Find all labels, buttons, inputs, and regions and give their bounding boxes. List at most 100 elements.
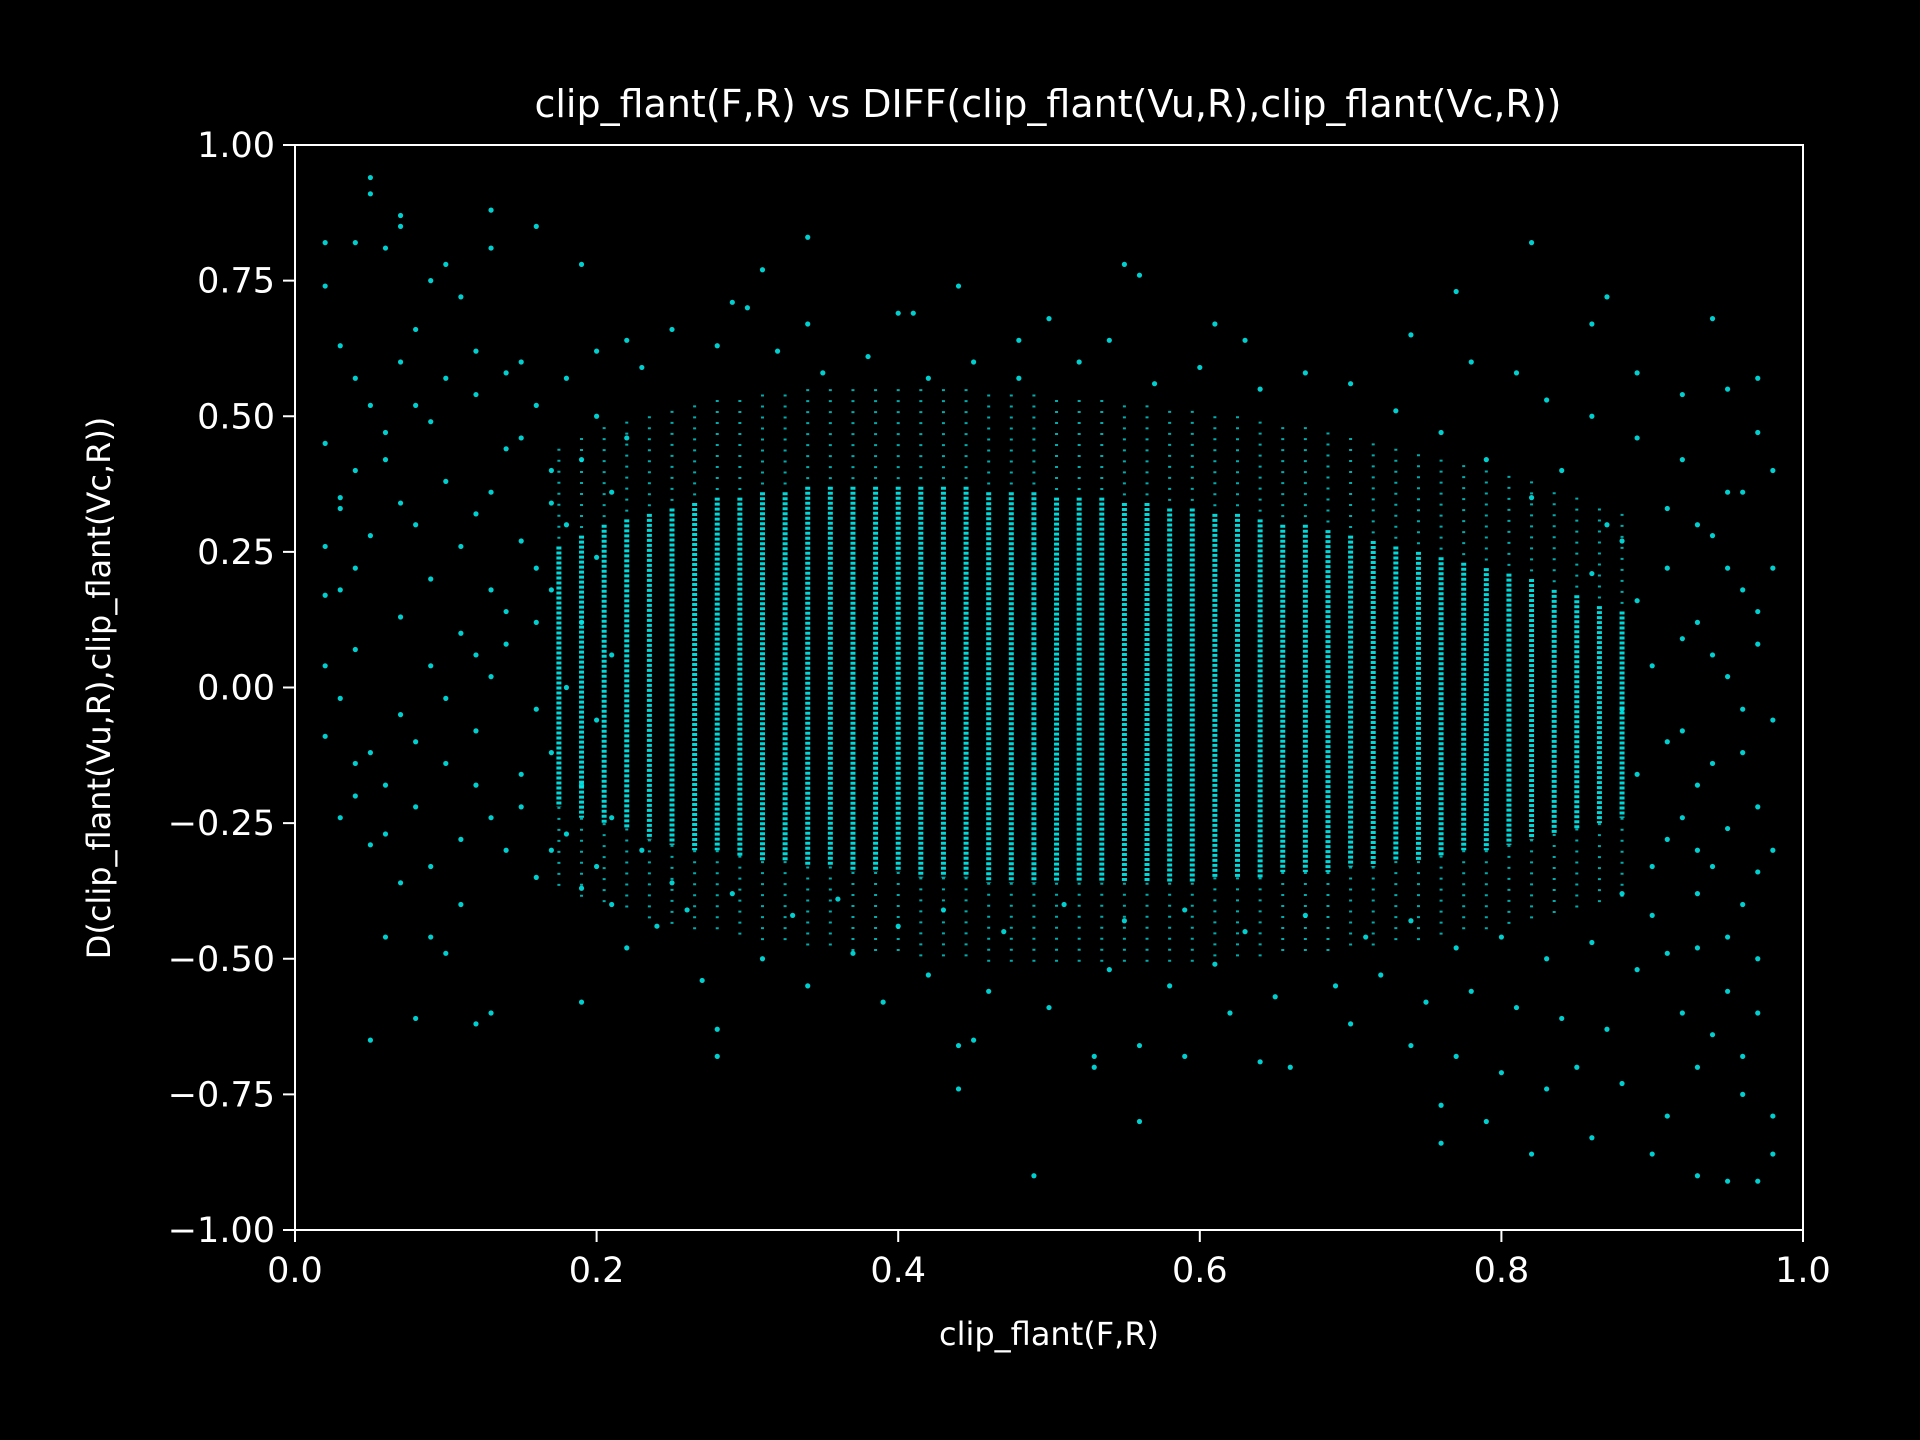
data-point [473,782,479,788]
data-point [413,739,419,745]
data-point [1453,1053,1459,1059]
data-point [428,663,434,669]
data-point [729,891,735,897]
data-point [1770,565,1776,571]
data-point [594,413,600,419]
data-point [1182,1053,1188,1059]
data-point [1046,1004,1052,1011]
data-point [925,972,931,978]
data-point [1453,945,1459,951]
data-point [322,663,328,669]
data-point [986,988,992,994]
data-point [1709,760,1716,767]
x-tick-label: 1.0 [1775,1251,1831,1291]
data-point [1212,961,1218,967]
data-point [971,359,977,365]
data-point [1740,489,1746,495]
data-point [1679,391,1685,398]
data-point [413,1015,419,1022]
data-point [759,956,766,962]
x-tick-label: 0.0 [267,1251,323,1291]
data-point [1393,408,1399,414]
data-point [563,375,570,381]
data-point [458,630,464,636]
data-point [1016,375,1022,381]
data-point [1589,939,1595,946]
data-point [1709,533,1716,539]
data-point [322,240,328,246]
data-point [895,310,901,316]
data-point [1725,674,1731,680]
data-point [578,619,585,626]
x-tick-label: 0.8 [1474,1251,1530,1291]
data-point [1332,983,1339,989]
data-point [1468,988,1474,994]
data-point [473,391,479,398]
data-point [322,440,328,446]
data-point [1348,381,1354,387]
data-point [1694,1064,1701,1070]
data-point [1709,863,1716,870]
data-point [548,587,554,593]
data-point [1408,332,1414,338]
chart-title: clip_flant(F,R) vs DIFF(clip_flant(Vu,R)… [534,82,1561,126]
dense-columns [556,389,1625,970]
data-point [397,614,404,620]
y-tick-label: 0.50 [197,397,275,437]
data-point [548,847,554,853]
data-point [1001,929,1007,935]
data-point [1106,967,1112,973]
data-point [669,326,675,333]
data-point [518,435,524,441]
data-point [714,1053,720,1059]
data-point [820,370,826,376]
data-point [443,375,449,381]
data-point [1121,261,1127,267]
data-point [337,587,343,593]
data-point [805,321,811,327]
data-point [1634,598,1640,604]
data-point [1755,641,1761,647]
data-point [1544,956,1550,962]
data-point [488,207,494,213]
data-point [1302,912,1308,918]
data-point [1513,1004,1520,1011]
data-point [1649,1151,1655,1157]
data-point [563,684,570,691]
data-point [1740,1053,1746,1059]
data-point [1740,901,1746,908]
data-point [1725,386,1731,392]
y-tick-label: −0.25 [168,804,275,844]
data-point [352,467,358,474]
data-point [413,804,419,810]
data-point [1257,386,1263,392]
data-point [382,457,389,463]
data-point [397,500,404,506]
data-point [1498,934,1504,940]
data-point [654,923,660,929]
data-point [1740,750,1746,756]
data-point [1559,1015,1565,1022]
data-point [367,402,373,408]
data-point [1755,869,1761,875]
y-tick-label: 0.75 [197,262,275,302]
data-point [639,847,645,853]
data-point [744,305,751,311]
data-point [1694,522,1701,528]
data-point [533,874,539,880]
data-point [1755,956,1761,962]
data-point [533,223,539,229]
data-point [397,223,404,229]
data-point [1242,929,1248,935]
data-point [895,923,901,929]
data-point [1528,495,1535,501]
data-point [352,375,358,381]
data-point [835,896,841,902]
data-point [609,652,615,658]
data-point [503,446,509,452]
data-point [1438,1102,1444,1108]
data-point [352,646,358,653]
data-point [488,245,494,251]
data-point [382,245,389,251]
data-point [1589,1135,1595,1141]
